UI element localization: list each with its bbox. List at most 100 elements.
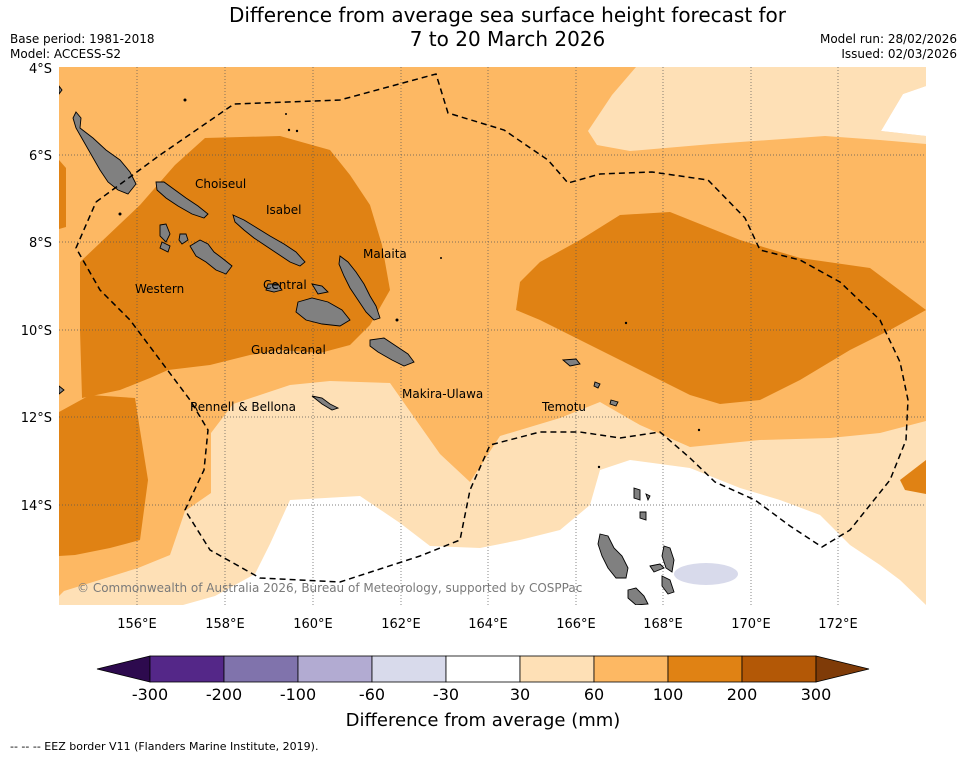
islands (59, 85, 675, 605)
band-100-200-east (516, 212, 926, 404)
island-maewo (661, 545, 675, 573)
colorbar-tick: -100 (280, 685, 316, 704)
colorbar-tick: 100 (653, 685, 684, 704)
island-isabel (232, 214, 306, 267)
island-choiseul (155, 181, 209, 219)
island-banks-2 (639, 511, 647, 521)
lon-label: 166°E (556, 617, 596, 632)
lat-label: 4°S (29, 62, 52, 77)
lon-label: 164°E (468, 617, 508, 632)
band-neutral-northeast (881, 86, 926, 136)
colorbar-tick: -60 (359, 685, 385, 704)
band-100-200-solomons (80, 136, 390, 398)
lon-label: 156°E (117, 617, 157, 632)
lon-label: 158°E (205, 617, 245, 632)
colorbar-tick: -30 (433, 685, 459, 704)
island-ambae (649, 563, 665, 573)
place-label-western: Western (135, 282, 184, 296)
lon-label: 162°E (381, 617, 421, 632)
colorbar-segment (371, 655, 447, 683)
island-espiritu-santo (597, 533, 629, 579)
map-area (59, 67, 926, 605)
island-malaita (338, 255, 381, 321)
colorbar-segment (223, 655, 299, 683)
place-label-rennell-bellona: Rennell & Bellona (190, 400, 296, 414)
island-banks-3 (645, 493, 651, 502)
island-western-2 (159, 241, 171, 253)
island-central (265, 283, 283, 293)
band-30-60-northeast (588, 67, 926, 151)
title-line-2: 7 to 20 March 2026 (409, 27, 606, 51)
island-new-georgia (189, 239, 233, 275)
island-western-small (159, 223, 171, 243)
lat-label: 8°S (29, 236, 52, 251)
lon-label: 172°E (818, 617, 858, 632)
place-label-makira-ulawa: Makira-Ulawa (402, 387, 483, 401)
band-100-200-southwest (59, 395, 148, 556)
island-rennell (311, 395, 340, 411)
place-label-malaita: Malaita (363, 247, 407, 261)
place-label-isabel: Isabel (266, 203, 301, 217)
issued-date: Issued: 02/03/2026 (841, 47, 957, 61)
small-islets (118, 98, 701, 469)
lon-label: 168°E (643, 617, 683, 632)
colorbar-segment (297, 655, 373, 683)
lon-label: 170°E (731, 617, 771, 632)
lat-label: 14°S (21, 499, 52, 514)
band-neutral-south (183, 460, 926, 605)
eez-legend-note: -- -- -- EEZ border V11 (Flanders Marine… (10, 740, 319, 753)
chart-title: Difference from average sea surface heig… (0, 3, 965, 51)
island-guadalcanal (295, 297, 351, 327)
island-vanikoro (609, 399, 619, 407)
island-santa-cruz (561, 358, 581, 367)
colorbar-arrow-low (96, 655, 151, 683)
place-label-choiseul: Choiseul (195, 177, 246, 191)
place-label-temotu: Temotu (541, 400, 586, 414)
colorbar-ticks: -300 -200 -100 -60 -30 30 60 100 200 300 (132, 685, 831, 704)
meta-right: Model run: 28/02/2026 Issued: 02/03/2026 (820, 32, 957, 62)
colorbar-tick: 30 (510, 685, 530, 704)
colorbar-segment (593, 655, 669, 683)
lat-label: 10°S (21, 324, 52, 339)
colorbar (96, 655, 870, 683)
place-labels: Choiseul Isabel Malaita Western Central … (135, 177, 586, 414)
colorbar-tick: 300 (801, 685, 832, 704)
colorbar-segment (149, 655, 225, 683)
island-bismarck-edge (59, 85, 63, 95)
island-western-3 (178, 233, 189, 245)
lat-label: 12°S (21, 411, 52, 426)
base-period: Base period: 1981-2018 (10, 32, 155, 46)
island-pentecost (661, 575, 675, 595)
colorbar-tick: -300 (132, 685, 168, 704)
place-label-central: Central (263, 278, 307, 292)
model-run: Model run: 28/02/2026 (819, 32, 957, 46)
colorbar-tick: 60 (584, 685, 604, 704)
lon-label: 160°E (293, 617, 333, 632)
lon-labels: 156°E 158°E 160°E 162°E 164°E 166°E 168°… (117, 617, 858, 632)
island-banks-1 (633, 487, 641, 501)
meta-left: Base period: 1981-2018 Model: ACCESS-S2 (10, 32, 155, 62)
island-bougainville (72, 111, 137, 195)
colorbar-label: Difference from average (mm) (346, 710, 621, 731)
lat-labels: 4°S 6°S 8°S 10°S 12°S 14°S (21, 62, 52, 514)
island-utupua (593, 381, 601, 389)
band-100-200-west (59, 160, 66, 229)
title-line-1: Difference from average sea surface heig… (228, 3, 787, 27)
colorbar-segment (445, 655, 521, 683)
place-label-guadalcanal: Guadalcanal (251, 343, 326, 357)
island-florida (311, 283, 329, 295)
colorbar-tick: 200 (727, 685, 758, 704)
model-name: Model: ACCESS-S2 (10, 47, 122, 61)
colorbar-segment (667, 655, 743, 683)
island-makira (369, 337, 415, 367)
band-100-200-east-edge (900, 460, 926, 494)
island-west-edge (59, 385, 65, 395)
eez-border (75, 73, 909, 583)
band-negative-vanuatu (674, 563, 738, 585)
lat-label: 6°S (29, 149, 52, 164)
colorbar-segment (519, 655, 595, 683)
island-malakula (627, 587, 649, 605)
colorbar-arrow-high (815, 655, 870, 683)
colorbar-segment (741, 655, 817, 683)
